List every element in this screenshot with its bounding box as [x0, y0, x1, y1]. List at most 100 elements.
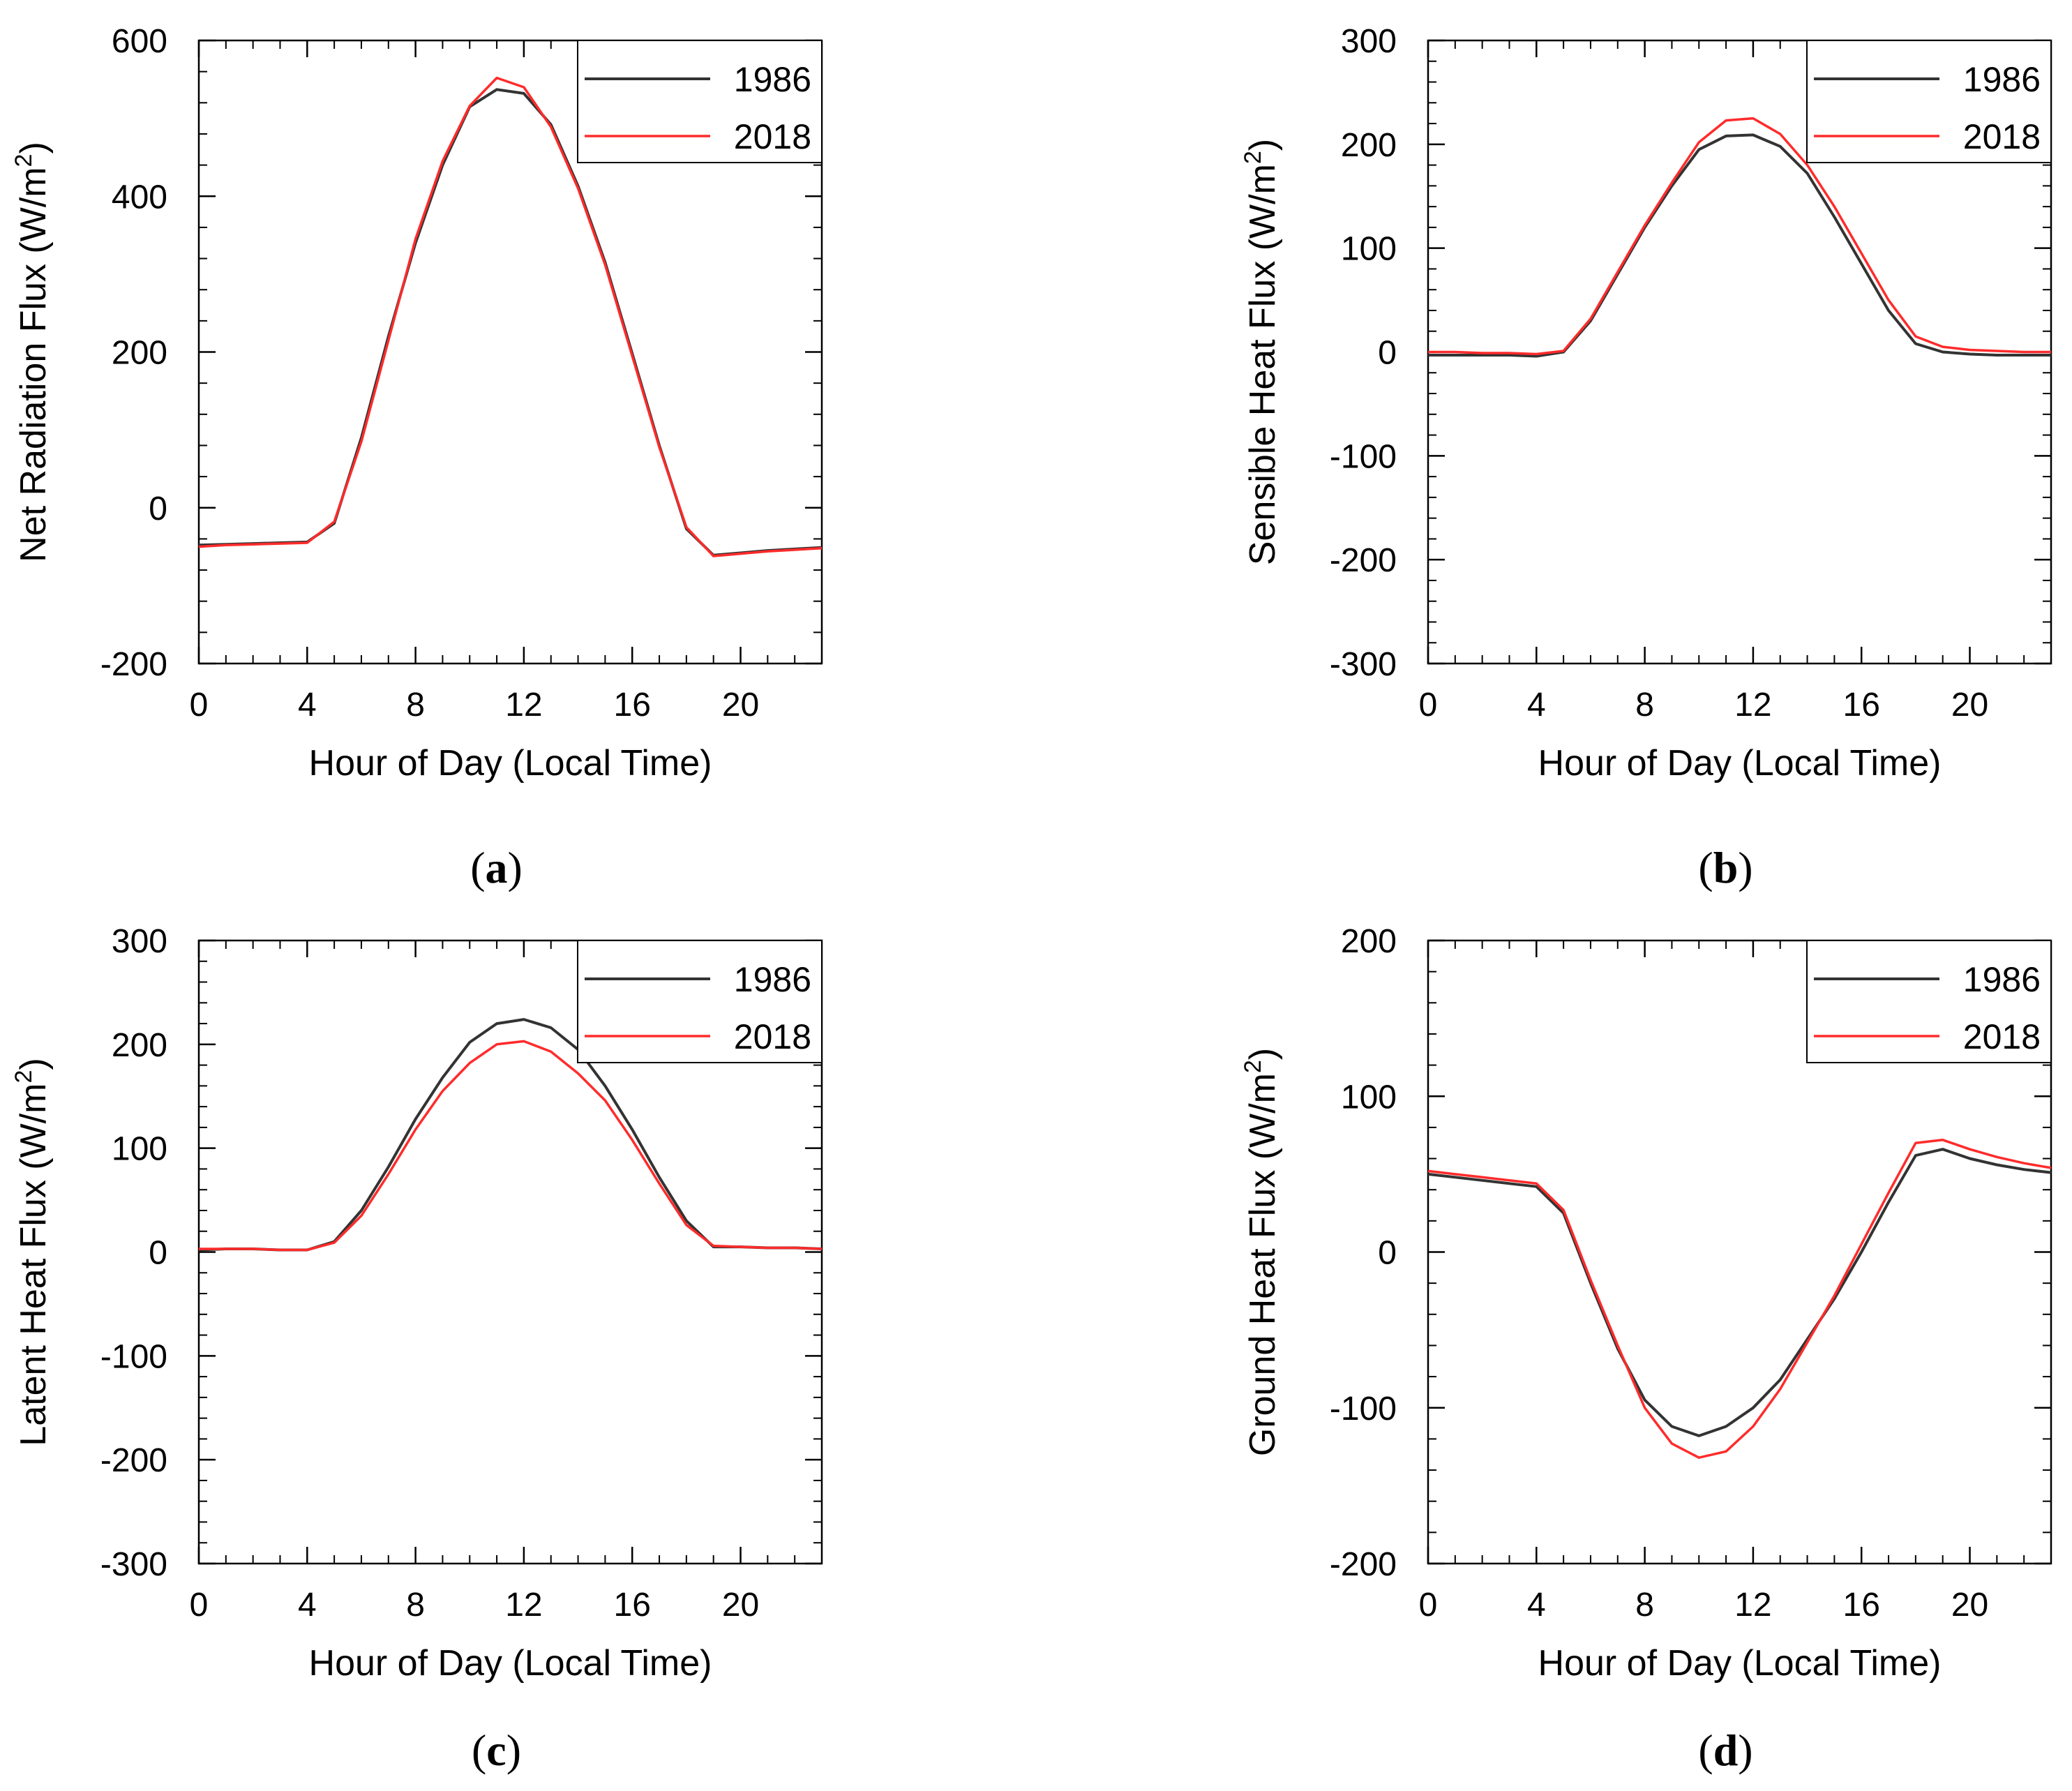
y-axis-title-superscript: 2	[1240, 1060, 1266, 1073]
x-tick-label: 8	[1635, 687, 1654, 724]
y-axis-title-main: Net Radiation Flux (W/m	[13, 167, 54, 562]
x-tick-label: 0	[1419, 687, 1438, 724]
x-tick-label: 12	[505, 1587, 542, 1624]
y-tick-label: 400	[112, 179, 167, 216]
legend-label-2018: 2018	[1963, 117, 2041, 156]
y-tick-label: 100	[1341, 1079, 1397, 1116]
panel-c: 0 4 8 12 16 20 -300 -200 -100 0 100 200 300 Hour of D…	[10, 923, 823, 1775]
y-axis-title-end: )	[13, 1058, 54, 1070]
x-tick-label: 12	[1734, 687, 1771, 724]
legend-label-1986: 1986	[1963, 960, 2041, 999]
panel-label: (d)	[1698, 1725, 1752, 1775]
series-line-2018	[1428, 117, 2051, 356]
panel-label: (b)	[1698, 843, 1752, 892]
panel-label: (a)	[470, 843, 523, 892]
series-line-1986	[1427, 1148, 2052, 1437]
y-tick-label: -100	[100, 1338, 167, 1375]
series-line-2018	[1427, 1139, 2052, 1459]
x-tick-label: 8	[406, 1587, 425, 1624]
y-tick-label: -100	[1330, 1391, 1397, 1427]
y-tick-label: 0	[1378, 1235, 1397, 1272]
y-tick-label: -200	[1330, 1546, 1397, 1583]
x-tick-label: 4	[298, 687, 317, 724]
y-tick-label: -200	[100, 646, 167, 683]
y-tick-label: 300	[112, 923, 167, 960]
x-tick-label: 12	[505, 687, 542, 724]
y-axis-title-main: Latent Heat Flux (W/m	[13, 1084, 54, 1446]
x-tick-label: 8	[406, 687, 425, 724]
x-tick-label: 16	[614, 1587, 651, 1624]
series-line-2018	[198, 76, 823, 557]
x-tick-label: 20	[1951, 1587, 1988, 1624]
panel-label: (c)	[472, 1725, 521, 1775]
legend-box	[577, 940, 823, 1063]
x-tick-label: 0	[190, 687, 209, 724]
panel-label-open: (	[1698, 1725, 1713, 1775]
x-axis-title: Hour of Day (Local Time)	[1538, 743, 1942, 784]
y-axis-title-superscript: 2	[1240, 151, 1266, 164]
y-axis-title: Ground Heat Flux (W/m2)	[1240, 1048, 1283, 1456]
legend-label-1986: 1986	[734, 960, 811, 999]
panel-label-close: )	[508, 843, 523, 892]
legend-label-2018: 2018	[734, 117, 811, 156]
y-tick-label: 200	[112, 1027, 167, 1064]
y-axis-title-superscript: 2	[10, 1070, 37, 1084]
panel-label-letter: c	[486, 1725, 506, 1775]
legend-label-2018: 2018	[734, 1017, 811, 1056]
panel-a: 0 4 8 12 16 20 -200 0 200 400 600 Hour of Day (Loca…	[10, 23, 823, 892]
legend-label-1986: 1986	[1963, 60, 2041, 99]
y-tick-label: 600	[112, 23, 167, 60]
panel-label-letter: a	[486, 843, 508, 892]
y-tick-label: 100	[112, 1131, 167, 1168]
y-axis-title-superscript: 2	[10, 154, 37, 167]
x-axis-title: Hour of Day (Local Time)	[309, 743, 712, 784]
y-tick-label: 200	[112, 335, 167, 372]
y-tick-label: -300	[1330, 646, 1397, 683]
legend-label-1986: 1986	[734, 60, 811, 99]
y-axis-title-end: )	[1243, 1048, 1283, 1060]
y-axis-title-end: )	[13, 142, 54, 153]
x-tick-label: 20	[722, 687, 759, 724]
x-tick-label: 0	[1419, 1587, 1438, 1624]
legend-box	[577, 40, 823, 163]
panel-label-letter: d	[1713, 1725, 1739, 1775]
x-tick-label: 20	[1951, 687, 1988, 724]
x-tick-label: 4	[1527, 1587, 1546, 1624]
legend-label-2018: 2018	[1963, 1017, 2041, 1056]
y-tick-label: -100	[1330, 438, 1397, 475]
panel-label-close: )	[506, 1725, 521, 1775]
y-tick-label: 0	[149, 1235, 167, 1272]
y-tick-label: 100	[1341, 231, 1397, 268]
legend-box	[1806, 940, 2052, 1063]
x-axis-title: Hour of Day (Local Time)	[1538, 1643, 1942, 1684]
panel-d: 0 4 8 12 16 20 -200 -100 0 100 200 Hour of Day (Loc…	[1240, 923, 2052, 1775]
legend-box	[1806, 40, 2052, 163]
x-axis-title: Hour of Day (Local Time)	[309, 1643, 712, 1684]
y-tick-label: 300	[1341, 23, 1397, 60]
series-line-1986	[1428, 133, 2051, 358]
y-axis-title-end: )	[1243, 139, 1283, 151]
y-tick-label: 200	[1341, 923, 1397, 960]
y-axis-title-main: Ground Heat Flux (W/m	[1243, 1073, 1283, 1456]
y-axis-title: Latent Heat Flux (W/m2)	[10, 1058, 54, 1446]
x-tick-label: 16	[1843, 687, 1880, 724]
panel-label-close: )	[1738, 843, 1752, 892]
x-tick-label: 4	[1527, 687, 1546, 724]
y-axis-title: Sensible Heat Flux (W/m2)	[1240, 139, 1283, 565]
y-axis-title-main: Sensible Heat Flux (W/m	[1243, 164, 1283, 565]
panel-label-close: )	[1738, 1725, 1752, 1775]
y-tick-label: -300	[100, 1546, 167, 1583]
y-tick-label: 0	[149, 490, 167, 527]
x-tick-label: 16	[614, 687, 651, 724]
x-tick-label: 8	[1635, 1587, 1654, 1624]
x-tick-label: 12	[1734, 1587, 1771, 1624]
x-tick-label: 20	[722, 1587, 759, 1624]
y-tick-label: 200	[1341, 127, 1397, 164]
series-line-2018	[199, 1040, 823, 1252]
panel-label-letter: b	[1713, 843, 1739, 892]
y-tick-label: 0	[1378, 335, 1397, 372]
x-tick-label: 0	[190, 1587, 209, 1624]
x-tick-label: 4	[298, 1587, 317, 1624]
x-tick-label: 16	[1843, 1587, 1880, 1624]
